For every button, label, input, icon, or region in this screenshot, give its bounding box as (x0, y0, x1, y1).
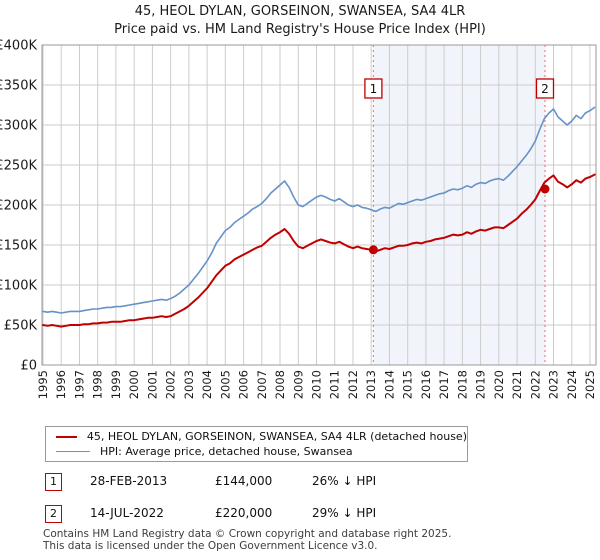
sale-2-price: £220,000 (215, 506, 273, 520)
svg-text:2022: 2022 (528, 370, 542, 399)
price-chart: 1 2 £0 £50K £100K £150K £200K £250K £300K £350K £4… (0, 39, 597, 400)
svg-text:2005: 2005 (218, 370, 232, 399)
svg-text:2006: 2006 (237, 370, 251, 399)
svg-text:£200K: £200K (0, 199, 37, 214)
chart-title-block: 45, HEOL DYLAN, GORSEINON, SWANSEA, SA4 … (0, 3, 600, 39)
sale-annotation-row-2: 2 14-JUL-2022 £220,000 29% ↓ HPI (0, 505, 600, 523)
footer-line-1: Contains HM Land Registry data © Crown c… (43, 528, 452, 540)
legend-item-hpi: HPI: Average price, detached house, Swan… (46, 444, 467, 459)
red-line-swatch-icon (56, 435, 77, 438)
svg-text:2021: 2021 (510, 370, 524, 399)
sale-marker-box-1 (364, 78, 383, 99)
svg-text:£350K: £350K (0, 79, 37, 94)
svg-text:1995: 1995 (36, 370, 50, 399)
svg-text:£250K: £250K (0, 159, 37, 174)
svg-text:£400K: £400K (0, 39, 37, 54)
svg-text:2003: 2003 (182, 370, 196, 399)
blue-line-swatch-icon (56, 451, 90, 452)
svg-text:2011: 2011 (328, 370, 342, 399)
svg-text:2009: 2009 (291, 370, 305, 399)
svg-text:2002: 2002 (164, 370, 178, 399)
svg-text:£0: £0 (20, 359, 37, 374)
series-line (42, 106, 596, 314)
svg-text:1997: 1997 (73, 370, 87, 399)
sale-1-number-badge: 1 (45, 473, 62, 491)
legend-label-property: 45, HEOL DYLAN, GORSEINON, SWANSEA, SA4 … (86, 430, 467, 443)
svg-text:2010: 2010 (310, 370, 324, 399)
svg-text:2016: 2016 (419, 370, 433, 399)
svg-text:2000: 2000 (127, 370, 141, 399)
svg-text:£150K: £150K (0, 239, 37, 254)
svg-text:2015: 2015 (401, 370, 415, 399)
sale-marker-box-2 (535, 78, 555, 99)
svg-text:2024: 2024 (565, 370, 579, 399)
footer-line-2: This data is licensed under the Open Gov… (43, 539, 378, 552)
svg-text:£100K: £100K (0, 279, 37, 294)
license-footer: Contains HM Land Registry data © Crown c… (43, 528, 452, 552)
svg-text:2004: 2004 (200, 370, 214, 399)
price-chart-svg: 1 2 £0 £50K £100K £150K £200K £250K £300K £350K £4… (0, 39, 597, 400)
chart-legend: 45, HEOL DYLAN, GORSEINON, SWANSEA, SA4 … (45, 426, 468, 462)
sale-dot-2 (540, 184, 550, 194)
legend-item-property: 45, HEOL DYLAN, GORSEINON, SWANSEA, SA4 … (46, 429, 467, 444)
svg-text:2012: 2012 (346, 370, 360, 399)
svg-text:2007: 2007 (255, 370, 269, 399)
sale-1-price: £144,000 (215, 474, 273, 488)
svg-text:2001: 2001 (145, 370, 159, 399)
svg-text:2008: 2008 (273, 370, 287, 399)
sale-dot-1 (368, 245, 378, 255)
svg-text:2020: 2020 (492, 370, 506, 399)
svg-text:2019: 2019 (474, 370, 488, 399)
series-line (42, 173, 596, 328)
page-title: 45, HEOL DYLAN, GORSEINON, SWANSEA, SA4 … (134, 4, 466, 19)
svg-text:2: 2 (541, 82, 549, 96)
sale-1-hpi-delta: 26% ↓ HPI (312, 474, 377, 488)
svg-text:1996: 1996 (54, 370, 68, 399)
svg-text:2025: 2025 (583, 370, 597, 399)
svg-text:1998: 1998 (91, 370, 105, 399)
svg-text:£50K: £50K (4, 319, 38, 334)
sale-annotation-row-1: 1 28-FEB-2013 £144,000 26% ↓ HPI (0, 473, 600, 491)
sale-2-number-badge: 2 (45, 505, 62, 523)
page-subtitle: Price paid vs. HM Land Registry's House … (114, 22, 486, 37)
svg-text:2013: 2013 (364, 370, 378, 399)
svg-text:1999: 1999 (109, 370, 123, 399)
svg-text:2023: 2023 (547, 370, 561, 399)
sale-1-date: 28-FEB-2013 (90, 474, 168, 488)
svg-text:£300K: £300K (0, 119, 37, 134)
sale-2-date: 14-JUL-2022 (90, 506, 164, 520)
svg-text:2014: 2014 (382, 370, 396, 399)
legend-label-hpi: HPI: Average price, detached house, Swan… (100, 445, 353, 458)
svg-text:1: 1 (370, 82, 378, 96)
svg-text:2017: 2017 (437, 370, 451, 399)
sale-2-hpi-delta: 29% ↓ HPI (312, 506, 377, 520)
svg-text:2018: 2018 (455, 370, 469, 399)
